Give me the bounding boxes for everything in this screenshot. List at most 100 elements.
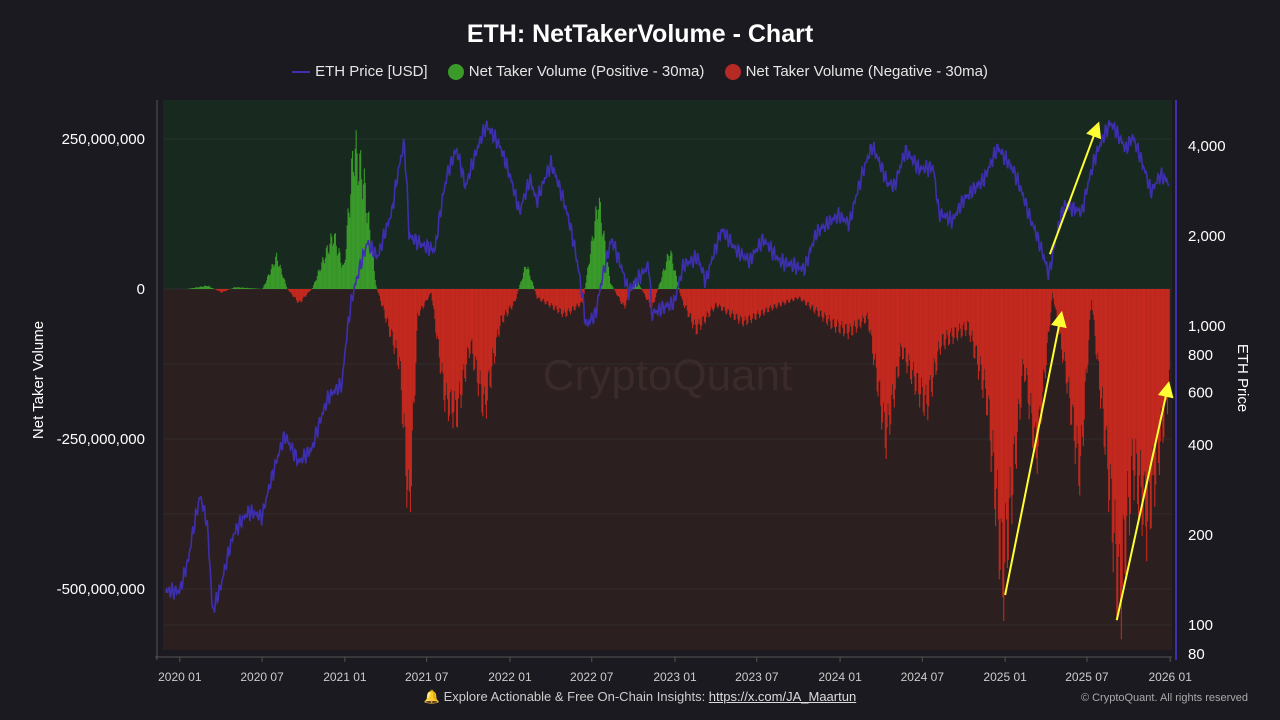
volume-bar: [665, 261, 667, 289]
legend-label: ETH Price [USD]: [315, 62, 428, 80]
volume-bar: [297, 289, 299, 303]
volume-bar: [436, 289, 438, 339]
volume-bar: [777, 289, 779, 306]
volume-bar: [356, 153, 358, 289]
volume-bar: [688, 289, 690, 318]
volume-bar: [676, 281, 678, 289]
volume-bar: [543, 289, 545, 302]
volume-bar: [399, 289, 401, 357]
volume-bar: [475, 289, 478, 360]
volume-bar: [506, 289, 508, 317]
volume-bar: [699, 289, 701, 325]
volume-bar: [806, 289, 808, 306]
volume-bar: [382, 289, 384, 306]
volume-bar: [355, 130, 357, 289]
volume-bar: [379, 289, 381, 296]
volume-bar: [522, 272, 525, 289]
volume-bar: [882, 289, 884, 423]
volume-bar: [916, 289, 918, 374]
volume-bar: [1156, 289, 1158, 438]
x-tick-label: 2024 01: [818, 670, 862, 684]
volume-bar: [378, 289, 380, 294]
volume-bar: [611, 285, 613, 289]
volume-bar: [1096, 289, 1098, 360]
volume-bar: [709, 289, 711, 317]
legend-item-price[interactable]: ETH Price [USD]: [292, 63, 428, 80]
volume-bar: [263, 285, 265, 289]
volume-bar: [717, 289, 719, 309]
volume-bar: [516, 289, 518, 294]
legend-item-negative[interactable]: Net Taker Volume (Negative - 30ma): [724, 63, 988, 80]
volume-bar: [342, 264, 345, 289]
volume-bar: [1004, 289, 1006, 563]
volume-bar: [192, 287, 194, 289]
volume-bar: [1115, 289, 1117, 545]
volume-bar: [1092, 289, 1094, 315]
volume-bar: [1125, 289, 1127, 579]
volume-bar: [885, 289, 887, 459]
volume-bar: [817, 289, 819, 317]
volume-bar: [891, 289, 893, 395]
volume-bar: [834, 289, 836, 328]
volume-bar: [287, 289, 289, 291]
volume-bar: [863, 289, 865, 318]
volume-bar: [427, 289, 430, 298]
volume-bar: [1121, 289, 1123, 588]
volume-bar: [236, 287, 238, 289]
volume-bar: [864, 289, 866, 323]
volume-bar: [425, 289, 427, 300]
volume-bar: [1078, 289, 1080, 486]
volume-bar: [922, 289, 924, 412]
volume-bar: [622, 289, 624, 303]
footer-link[interactable]: https://x.com/JA_Maartun: [708, 689, 857, 704]
volume-bar: [1027, 289, 1029, 404]
y-right-tick-label: 1,000: [1188, 318, 1226, 335]
volume-bar: [664, 269, 667, 289]
volume-bar: [246, 287, 248, 289]
volume-bar: [541, 289, 543, 302]
volume-bar: [673, 270, 675, 289]
volume-bar: [738, 289, 740, 324]
volume-bar: [968, 289, 970, 336]
volume-bar: [652, 289, 654, 303]
volume-bar: [765, 289, 767, 308]
volume-bar: [314, 282, 316, 289]
volume-bar: [551, 289, 553, 304]
volume-bar: [975, 289, 977, 347]
volume-bar: [703, 289, 705, 322]
volume-bar: [207, 286, 209, 289]
volume-bar: [245, 287, 247, 289]
volume-bar: [1108, 289, 1110, 512]
volume-bar: [602, 233, 604, 289]
volume-bar: [1043, 289, 1045, 370]
volume-bar: [286, 286, 288, 289]
volume-bar: [816, 289, 818, 307]
volume-bar: [447, 289, 449, 422]
volume-bar: [428, 289, 431, 295]
volume-bar: [465, 289, 467, 382]
volume-bar: [309, 289, 311, 292]
volume-bar: [640, 288, 642, 289]
volume-bar: [875, 289, 877, 368]
volume-bar: [1018, 289, 1020, 404]
volume-bar: [464, 289, 466, 379]
volume-bar: [853, 289, 855, 326]
volume-bar: [635, 279, 637, 289]
volume-bar: [718, 289, 720, 307]
volume-bar: [1072, 289, 1074, 408]
volume-bar: [1043, 289, 1046, 373]
volume-bar: [519, 284, 521, 289]
volume-bar: [211, 287, 213, 289]
legend-item-positive[interactable]: Net Taker Volume (Positive - 30ma): [447, 63, 704, 80]
volume-bar: [1081, 289, 1084, 437]
volume-bar: [1104, 289, 1106, 455]
volume-bar: [1048, 289, 1050, 332]
volume-bar: [326, 245, 328, 289]
volume-bar: [832, 289, 834, 320]
volume-bar: [778, 289, 780, 303]
volume-bar: [1155, 289, 1157, 485]
volume-bar: [854, 289, 856, 327]
volume-bar: [515, 289, 517, 299]
volume-bar: [657, 287, 659, 289]
volume-bar: [248, 288, 251, 289]
